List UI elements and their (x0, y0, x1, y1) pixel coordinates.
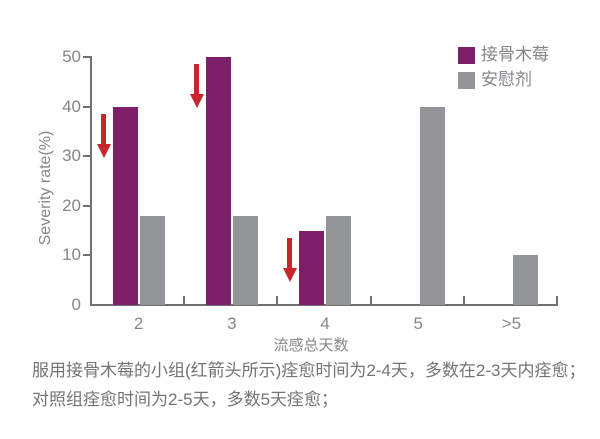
y-axis-tick (83, 105, 91, 108)
arrow-shaft (287, 237, 293, 269)
caption-line-1: 服用接骨木莓的小组(红箭头所示)痊愈时间为2-4天，多数在2-3天内痊愈； (32, 361, 586, 380)
placebo-bar->5 (512, 255, 538, 305)
placebo-color-swatch (458, 71, 475, 89)
arrow-head (97, 143, 111, 158)
x-category-label: 5 (413, 314, 423, 333)
elderberry-bar-3 (206, 57, 232, 305)
arrow-shaft (101, 113, 106, 145)
red-down-arrow-4 (283, 237, 298, 282)
elderberry-color-swatch (458, 46, 475, 64)
placebo-bar-4 (326, 215, 352, 305)
red-down-arrow-2 (97, 113, 111, 158)
x-category-label: 3 (227, 314, 237, 333)
legend-item-placebo: 安慰剂 (458, 71, 549, 89)
chart-caption: 服用接骨木莓的小组(红箭头所示)痊愈时间为2-4天，多数在2-3天内痊愈； 对照… (32, 356, 585, 414)
y-tick-label: 0 (71, 295, 81, 314)
y-tick-label: 10 (62, 245, 81, 265)
x-axis-tick (462, 296, 465, 304)
x-axis-tick (276, 296, 279, 304)
elderberry-bar-2 (113, 106, 138, 305)
x-category-label: 2 (133, 314, 144, 333)
red-down-arrow-3 (190, 64, 205, 108)
y-tick-label: 40 (62, 96, 81, 116)
legend-label-elderberry: 接骨木莓 (481, 45, 549, 64)
elderberry-bar-4 (299, 230, 325, 305)
y-tick-label: 30 (62, 146, 81, 166)
placebo-bar-3 (233, 215, 259, 305)
placebo-bar-5 (419, 106, 445, 305)
y-axis-tick (83, 56, 91, 58)
arrow-shaft (194, 64, 200, 95)
x-axis-line (90, 304, 558, 306)
y-axis-tick (83, 155, 91, 158)
y-axis-tick (83, 204, 91, 207)
caption-line-2: 对照组痊愈时间为2-5天，多数5天痊愈； (32, 390, 339, 409)
legend-item-elderberry: 接骨木莓 (458, 46, 549, 64)
y-axis-tick (83, 254, 91, 257)
legend-label-placebo: 安慰剂 (481, 70, 532, 89)
placebo-bar-2 (140, 215, 165, 305)
x-axis-tick (369, 296, 372, 304)
bar-chart: Severity rate(%) 流感总天数 接骨木莓 安慰剂 0 10 20 30 4… (37, 46, 558, 354)
x-category-label: >5 (501, 314, 522, 333)
y-tick-label: 20 (62, 195, 81, 215)
legend: 接骨木莓 安慰剂 (458, 46, 549, 96)
x-axis-tick (183, 296, 186, 304)
arrow-head (190, 94, 205, 108)
y-axis-line (90, 56, 92, 306)
y-tick-label: 50 (62, 47, 81, 66)
x-axis-tick (556, 296, 558, 304)
x-category-label: 4 (320, 314, 330, 333)
x-axis-title: 流感总天数 (273, 337, 349, 354)
arrow-head (283, 267, 298, 282)
